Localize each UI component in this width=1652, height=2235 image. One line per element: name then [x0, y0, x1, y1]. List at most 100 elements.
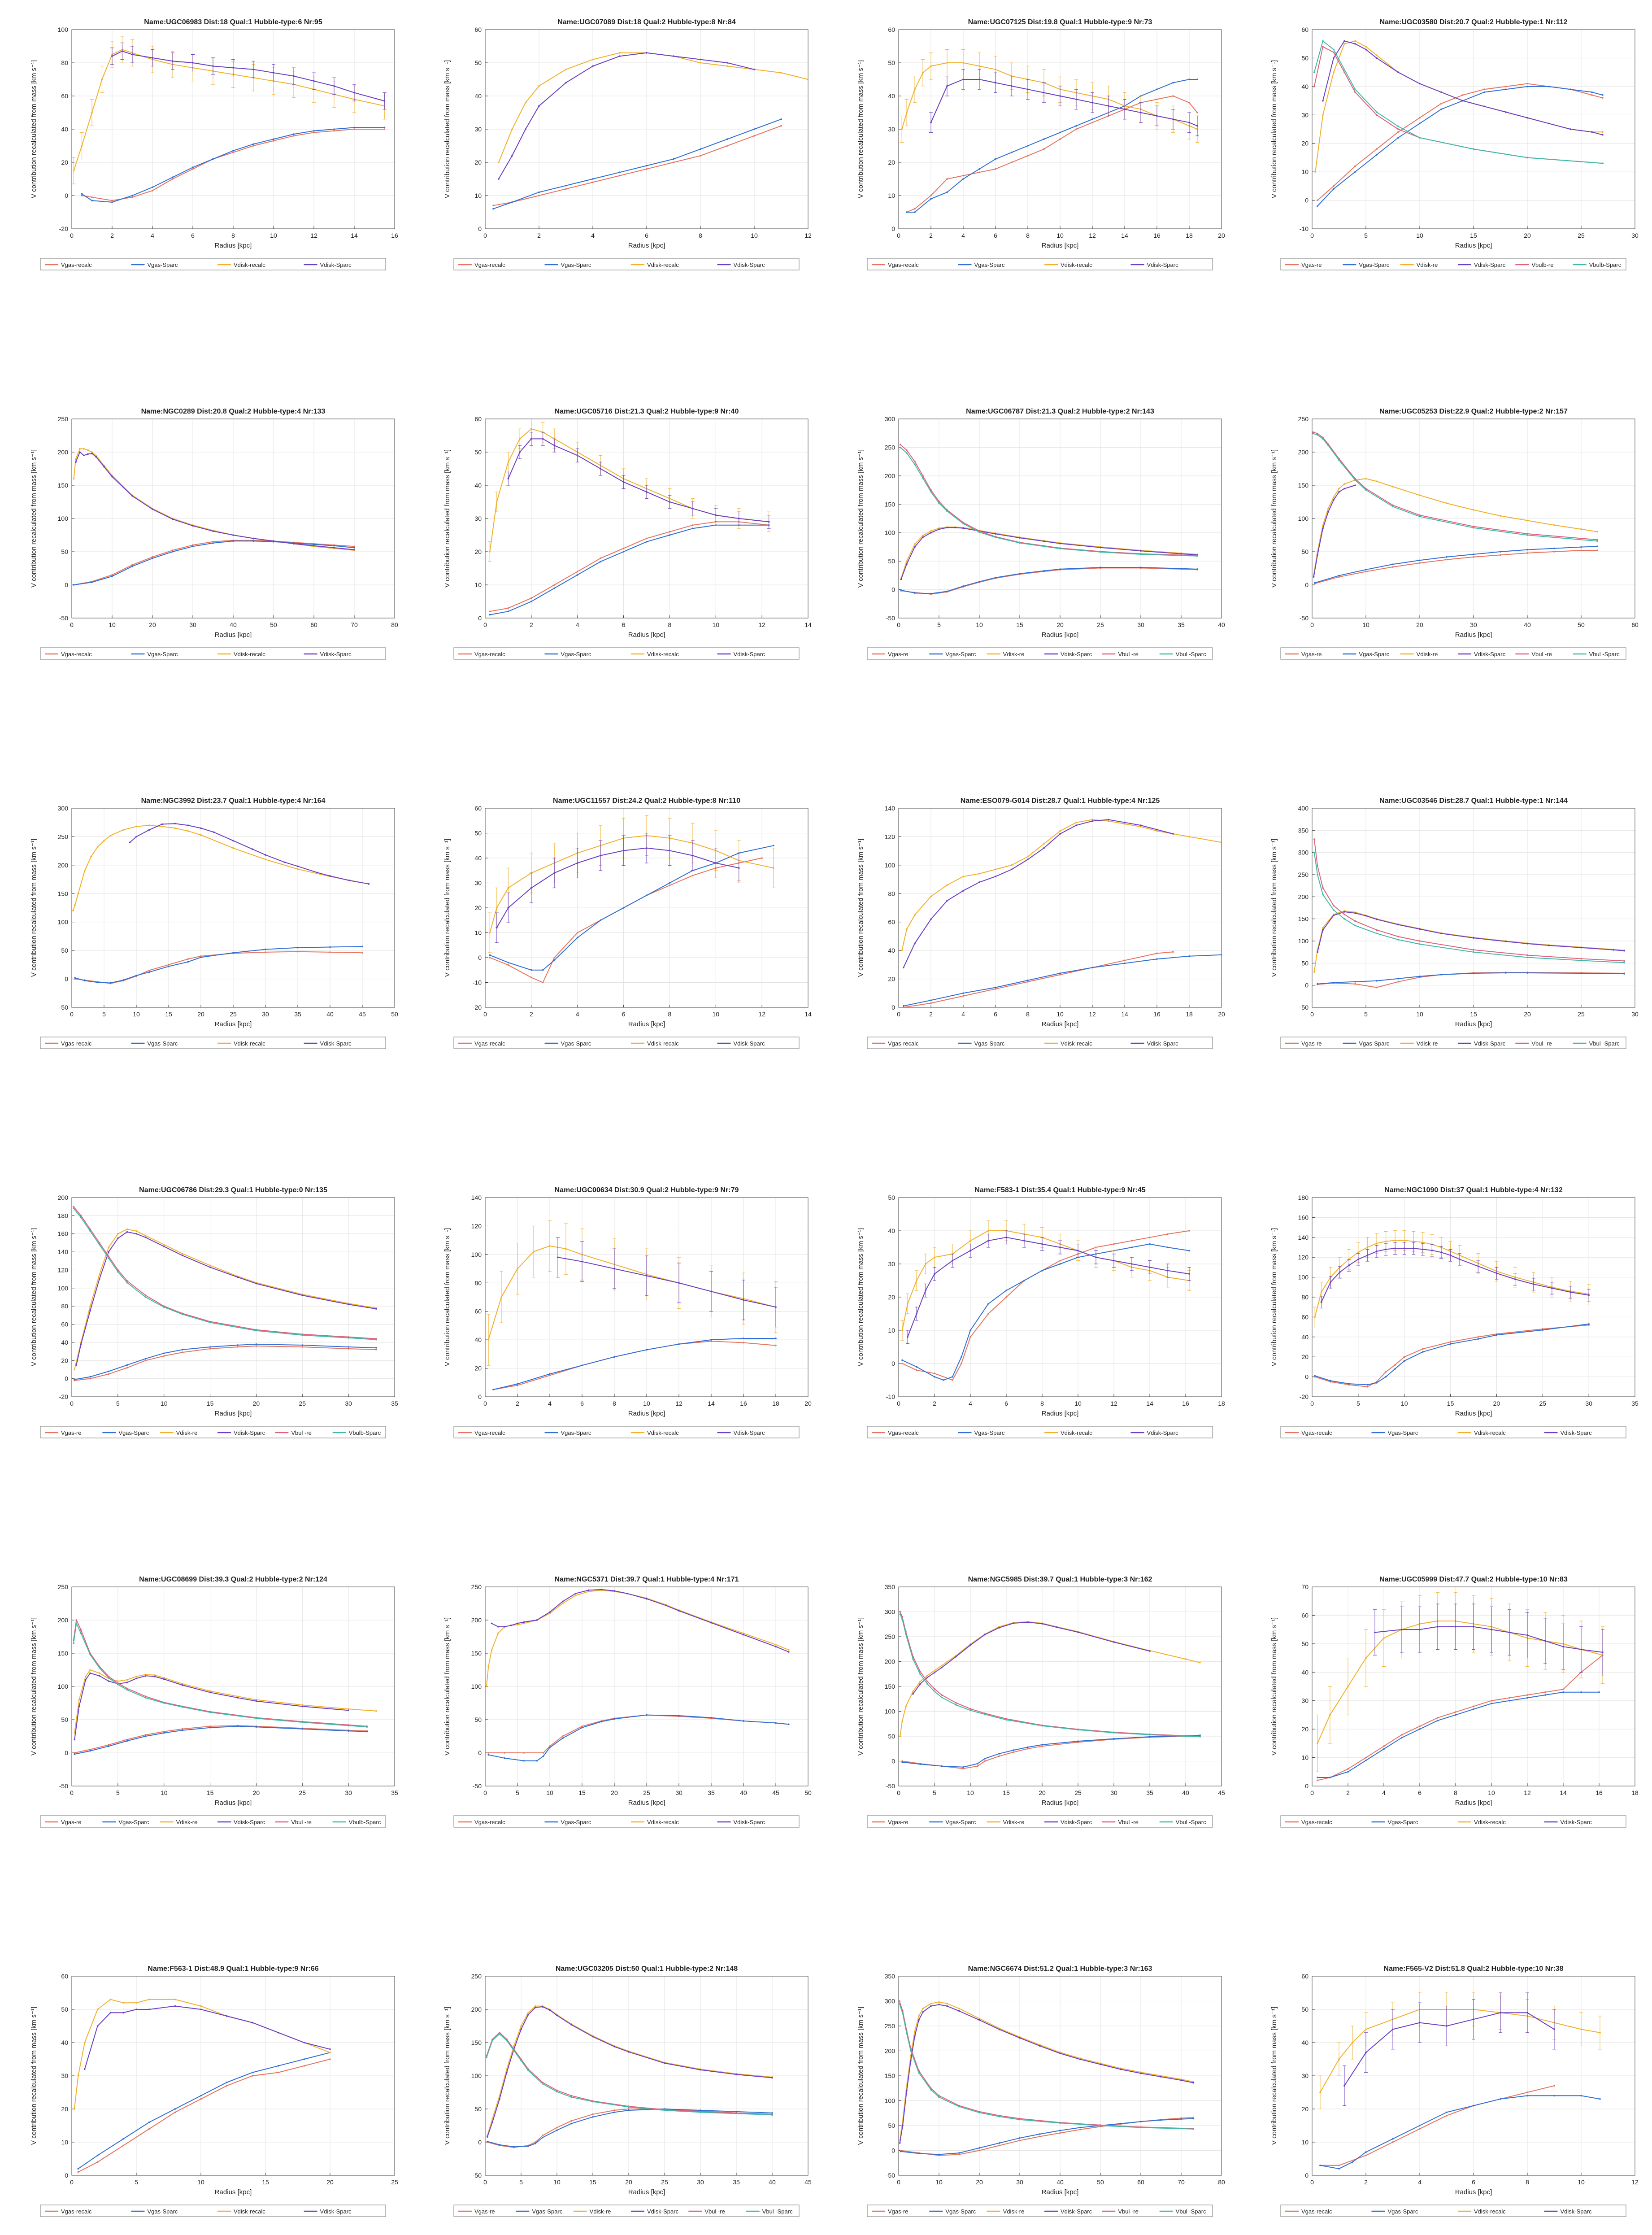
data-point: [353, 547, 355, 549]
data-point: [1596, 545, 1598, 547]
data-point: [535, 2005, 536, 2007]
data-point: [1354, 171, 1356, 173]
y-tick-label: -20: [59, 225, 68, 232]
legend-entry: Vgas-Sparc: [561, 1040, 591, 1047]
data-point: [1397, 980, 1399, 983]
data-point: [1343, 918, 1345, 920]
x-tick-label: 30: [1470, 621, 1477, 628]
series-line: [1313, 431, 1598, 540]
data-point: [519, 438, 521, 440]
data-point: [1455, 1711, 1456, 1713]
x-tick-label: 0: [1310, 232, 1314, 239]
data-point: [930, 65, 932, 67]
data-point: [1041, 1270, 1043, 1272]
y-tick-label: 100: [471, 1683, 482, 1690]
x-tick-label: 15: [1016, 621, 1023, 628]
y-tick-label: 20: [61, 2105, 68, 2113]
legend-box: [40, 647, 386, 660]
x-tick-label: 0: [897, 2178, 900, 2186]
x-tick-label: 5: [937, 621, 941, 628]
data-point: [788, 1649, 790, 1651]
x-tick-label: 12: [758, 621, 765, 628]
data-point: [1526, 533, 1528, 535]
data-point: [1473, 949, 1474, 951]
data-point: [914, 208, 916, 210]
data-point: [938, 528, 940, 530]
data-point: [1394, 1368, 1396, 1370]
data-point: [1437, 1626, 1439, 1628]
legend-box: [1280, 1426, 1626, 1438]
data-point: [1059, 1259, 1061, 1262]
data-point: [1419, 83, 1421, 85]
data-point: [1473, 525, 1474, 527]
series-line: [903, 951, 1174, 1007]
data-point: [1491, 1703, 1492, 1704]
plot-content: [72, 36, 387, 203]
data-point: [131, 196, 133, 198]
data-point: [1588, 1323, 1590, 1325]
data-point: [1327, 511, 1329, 513]
x-tick-label: 25: [1539, 1400, 1546, 1407]
data-point: [163, 1730, 165, 1733]
data-point: [74, 1732, 75, 1734]
data-point: [775, 1646, 777, 1647]
x-tick-label: 6: [580, 1400, 584, 1407]
y-tick-label: 250: [885, 1633, 896, 1640]
data-point: [293, 75, 295, 77]
data-point: [962, 62, 964, 64]
data-point: [1013, 1749, 1014, 1751]
data-point: [1491, 1629, 1492, 1630]
legend-entry: Vbul -Sparc: [1589, 1040, 1620, 1047]
data-point: [628, 2106, 630, 2108]
data-point: [1376, 929, 1378, 931]
data-point: [182, 1706, 183, 1708]
data-point: [946, 62, 948, 64]
data-point: [111, 55, 113, 57]
data-point: [1333, 496, 1335, 498]
data-point: [549, 1374, 551, 1377]
data-point: [1348, 1264, 1350, 1266]
y-tick-label: 300: [885, 1998, 896, 2005]
data-point: [1354, 920, 1356, 922]
legend-entry: Vdisk-Sparc: [1561, 1819, 1592, 1825]
data-point: [348, 880, 350, 881]
y-tick-label: 10: [888, 192, 895, 199]
series-line: [73, 1618, 367, 1727]
x-tick-label: 14: [708, 1400, 715, 1407]
y-tick-label: 200: [58, 449, 69, 456]
data-point: [907, 1303, 909, 1305]
data-point: [600, 1589, 602, 1590]
data-point: [74, 1738, 75, 1741]
x-tick-label: 0: [897, 621, 900, 628]
x-tick-label: 10: [270, 232, 277, 239]
data-point: [131, 195, 133, 196]
y-tick-label: 200: [471, 1616, 482, 1624]
series-line: [1314, 550, 1597, 584]
data-point: [962, 78, 964, 80]
data-point: [592, 2035, 594, 2038]
data-point: [1140, 824, 1142, 826]
data-point: [1027, 1746, 1029, 1748]
x-tick-label: 0: [70, 1400, 74, 1407]
data-point: [962, 876, 964, 878]
data-point: [934, 1376, 935, 1378]
data-point: [1172, 118, 1174, 120]
data-point: [496, 501, 498, 503]
data-point: [1397, 131, 1399, 133]
data-point: [1580, 972, 1582, 974]
data-point: [735, 2074, 737, 2075]
data-point: [152, 57, 153, 59]
legend-entry: Vdisk-Sparc: [734, 1819, 765, 1825]
data-point: [80, 1629, 82, 1631]
data-point: [987, 1313, 989, 1315]
x-tick-label: 60: [310, 621, 317, 628]
data-point: [592, 2100, 594, 2103]
x-axis-label: Radius [kpc]: [628, 631, 665, 639]
y-tick-label: 50: [888, 1733, 895, 1740]
data-point: [265, 951, 266, 953]
data-point: [1113, 1243, 1115, 1245]
data-point: [255, 1282, 257, 1285]
data-point: [144, 1734, 147, 1736]
data-point: [1199, 1661, 1201, 1664]
data-point: [1192, 2128, 1194, 2130]
